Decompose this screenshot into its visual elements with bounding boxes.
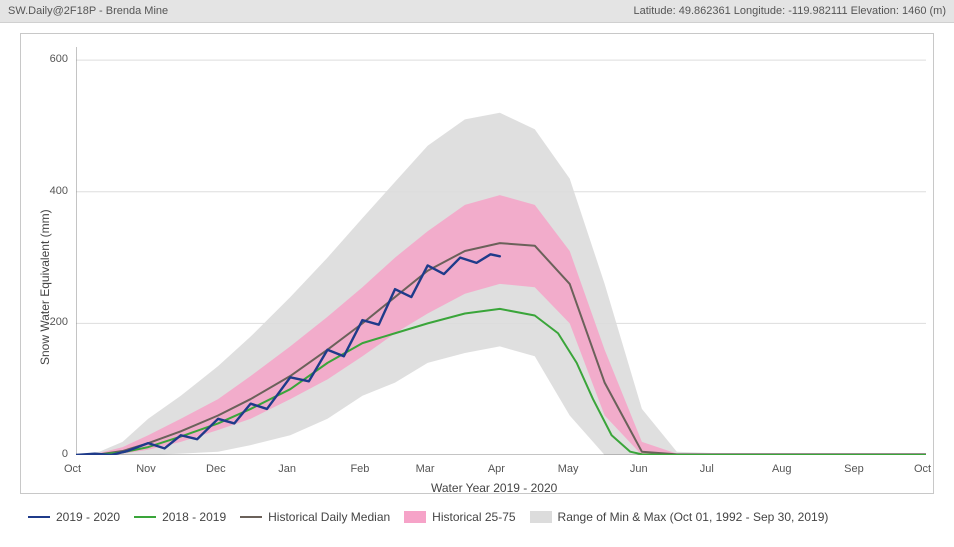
x-tick-label: Dec bbox=[206, 463, 226, 475]
x-tick-label: Jul bbox=[700, 463, 714, 475]
x-tick-label: Jan bbox=[278, 463, 296, 475]
legend-swatch-box bbox=[530, 511, 552, 523]
y-tick-label: 400 bbox=[50, 185, 68, 197]
legend-swatch-line bbox=[240, 516, 262, 518]
x-tick-label: Jun bbox=[630, 463, 648, 475]
x-tick-label: Feb bbox=[350, 463, 369, 475]
x-tick-label: May bbox=[558, 463, 579, 475]
legend: 2019 - 2020 2018 - 2019 Historical Daily M… bbox=[0, 504, 954, 524]
y-tick-label: 600 bbox=[50, 53, 68, 65]
x-axis-label: Water Year 2019 - 2020 bbox=[431, 481, 557, 495]
legend-item: 2019 - 2020 bbox=[28, 510, 120, 524]
legend-item: Range of Min & Max (Oct 01, 1992 - Sep 3… bbox=[530, 510, 829, 524]
legend-swatch-line bbox=[28, 516, 50, 518]
legend-label: Historical Daily Median bbox=[268, 510, 390, 524]
legend-label: 2018 - 2019 bbox=[162, 510, 226, 524]
legend-swatch-line bbox=[134, 516, 156, 518]
legend-item: Historical Daily Median bbox=[240, 510, 390, 524]
header-left: SW.Daily@2F18P - Brenda Mine bbox=[8, 5, 168, 17]
header-bar: SW.Daily@2F18P - Brenda Mine Latitude: 4… bbox=[0, 0, 954, 23]
x-tick-label: Oct bbox=[914, 463, 931, 475]
x-tick-label: Apr bbox=[488, 463, 505, 475]
x-tick-label: Aug bbox=[772, 463, 792, 475]
y-tick-label: 200 bbox=[50, 316, 68, 328]
chart-container: Snow Water Equivalent (mm) Water Year 20… bbox=[0, 23, 954, 504]
swe-chart bbox=[76, 47, 926, 455]
y-axis-label: Snow Water Equivalent (mm) bbox=[38, 210, 52, 366]
legend-label: Historical 25-75 bbox=[432, 510, 515, 524]
x-tick-label: Sep bbox=[844, 463, 864, 475]
legend-item: Historical 25-75 bbox=[404, 510, 515, 524]
legend-item: 2018 - 2019 bbox=[134, 510, 226, 524]
x-tick-label: Mar bbox=[416, 463, 435, 475]
x-tick-label: Nov bbox=[136, 463, 156, 475]
legend-label: Range of Min & Max (Oct 01, 1992 - Sep 3… bbox=[558, 510, 829, 524]
x-tick-label: Oct bbox=[64, 463, 81, 475]
legend-label: 2019 - 2020 bbox=[56, 510, 120, 524]
header-right: Latitude: 49.862361 Longitude: -119.9821… bbox=[633, 5, 946, 17]
legend-swatch-box bbox=[404, 511, 426, 523]
y-tick-label: 0 bbox=[62, 448, 68, 460]
